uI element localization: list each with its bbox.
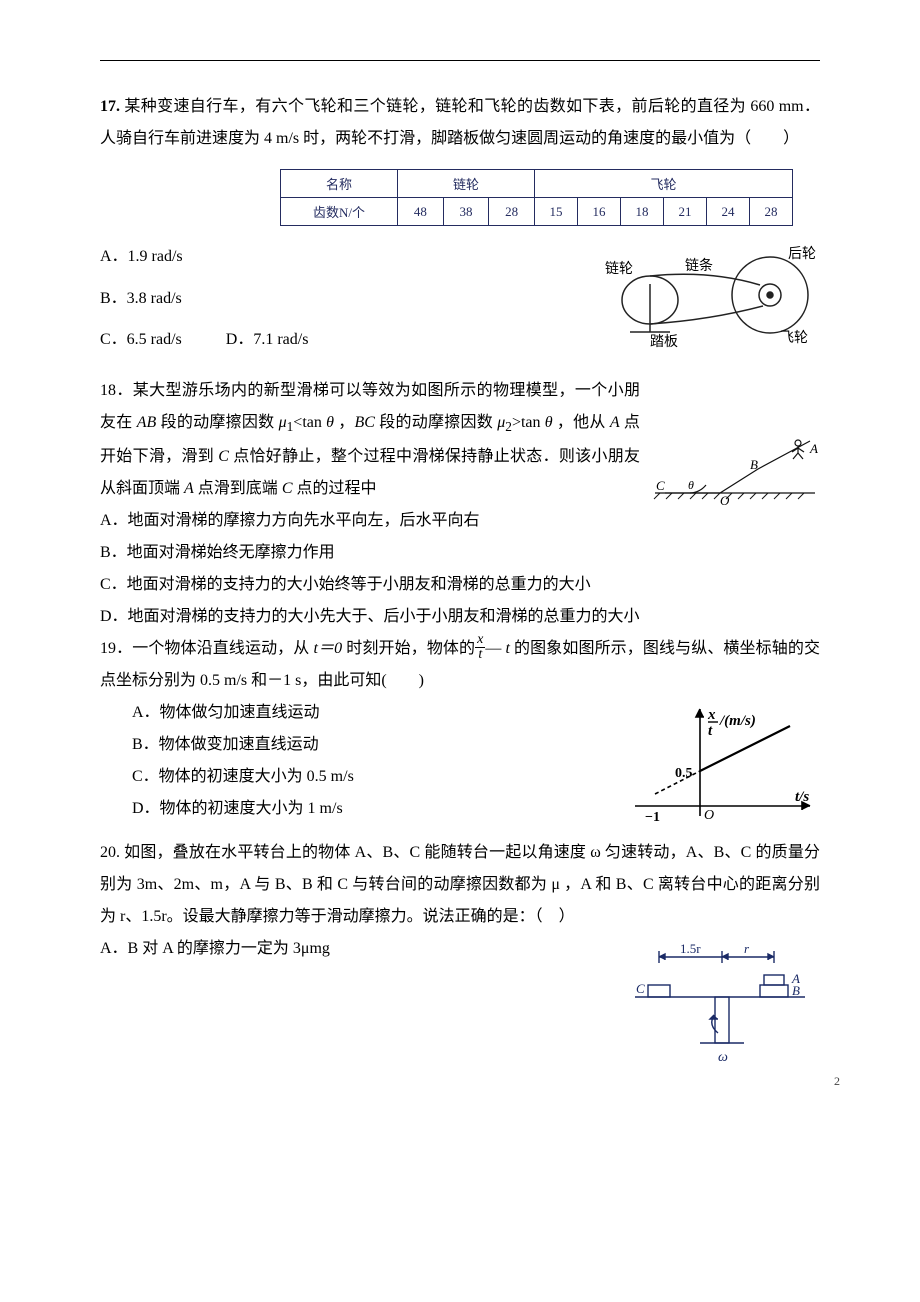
q18-optB: B．地面对滑梯始终无摩擦力作用 — [100, 537, 820, 569]
q20-lbl-C: C — [636, 981, 645, 996]
q19-diagram: x t /(m/s) t/s 0.5 −1 O — [620, 701, 820, 831]
q17-lbl-chain: 链条 — [685, 257, 713, 274]
q20-diagram: 1.5r r A B C ω — [620, 937, 820, 1067]
q17-lbl-pedal: 踏板 — [650, 334, 678, 350]
q20-lbl-omega: ω — [718, 1050, 728, 1065]
q17-optionD: D．7.1 rad/s — [226, 319, 309, 361]
q17-chain-0: 48 — [398, 198, 444, 226]
q17-fly-2: 18 — [621, 198, 664, 226]
q17-text: 17. 某种变速自行车，有六个飞轮和三个链轮，链轮和飞轮的齿数如下表，前后轮的直… — [100, 91, 820, 155]
q17-diagram: 链轮 链条 后轮 踏板 飞轮 — [600, 240, 820, 350]
q18-optA: A．地面对滑梯的摩擦力方向先水平向左，后水平向右 — [100, 505, 820, 537]
q19-origin: O — [704, 808, 714, 823]
top-rule — [100, 60, 820, 61]
q20-text: 20. 如图，叠放在水平转台上的物体 A、B、C 能随转台一起以角速度 ω 匀速… — [100, 837, 820, 933]
q17-chain-1: 38 — [443, 198, 489, 226]
q20-lbl-15r: 1.5r — [680, 941, 701, 956]
q20-lbl-r: r — [744, 941, 750, 956]
svg-text:x: x — [707, 707, 716, 723]
q17-fly-3: 21 — [664, 198, 707, 226]
q17-fly-0: 15 — [535, 198, 578, 226]
q17-lbl-chainwheel: 链轮 — [605, 261, 633, 277]
q18-optD: D．地面对滑梯的支持力的大小先大于、后小于小朋友和滑梯的总重力的大小 — [100, 601, 820, 633]
q17-table: 名称 链轮 飞轮 齿数N/个 48 38 28 15 16 18 21 24 2… — [280, 169, 820, 226]
q18-optC: C．地面对滑梯的支持力的大小始终等于小朋友和滑梯的总重力的大小 — [100, 569, 820, 601]
q18-lbl-C: C — [656, 478, 665, 493]
q18-lbl-O: O — [720, 493, 730, 505]
page-number: 2 — [834, 1074, 840, 1089]
q19-xlabel: t/s — [795, 789, 809, 805]
q17-fly-5: 28 — [750, 198, 793, 226]
q17-fly-1: 16 — [578, 198, 621, 226]
q20-number: 20. — [100, 844, 120, 861]
q19-number: 19． — [100, 640, 132, 657]
q17-optionC: C．6.5 rad/s — [100, 319, 182, 361]
q17-r2-label: 齿数N/个 — [281, 198, 398, 226]
q17-number: 17. — [100, 98, 120, 115]
q17-th-fly: 飞轮 — [535, 170, 793, 198]
q19-ylabel-unit: /(m/s) — [719, 713, 756, 729]
q19-xtick: −1 — [645, 810, 660, 825]
q17-th-name: 名称 — [281, 170, 398, 198]
q17-chain-2: 28 — [489, 198, 535, 226]
q20-lbl-B: B — [792, 983, 800, 998]
q18-diagram: A B C O θ — [650, 435, 820, 505]
q17-lbl-rear: 后轮 — [788, 246, 816, 262]
q18-lbl-A: A — [809, 441, 818, 456]
q17-fly-4: 24 — [707, 198, 750, 226]
q20-body: 如图，叠放在水平转台上的物体 A、B、C 能随转台一起以角速度 ω 匀速转动，A… — [100, 844, 820, 925]
q19-ytick: 0.5 — [675, 766, 693, 781]
q19-text: 19．一个物体沿直线运动，从 t＝0 时刻开始，物体的xt— t 的图象如图所示… — [100, 633, 820, 697]
q17-body: 某种变速自行车，有六个飞轮和三个链轮，链轮和飞轮的齿数如下表，前后轮的直径为 6… — [100, 98, 820, 147]
q17-lbl-fly: 飞轮 — [780, 330, 808, 346]
q18-lbl-B: B — [750, 457, 758, 472]
svg-text:t: t — [708, 723, 713, 739]
q17-th-chain: 链轮 — [398, 170, 535, 198]
q18-number: 18． — [100, 382, 133, 399]
q18-lbl-theta: θ — [688, 478, 694, 492]
